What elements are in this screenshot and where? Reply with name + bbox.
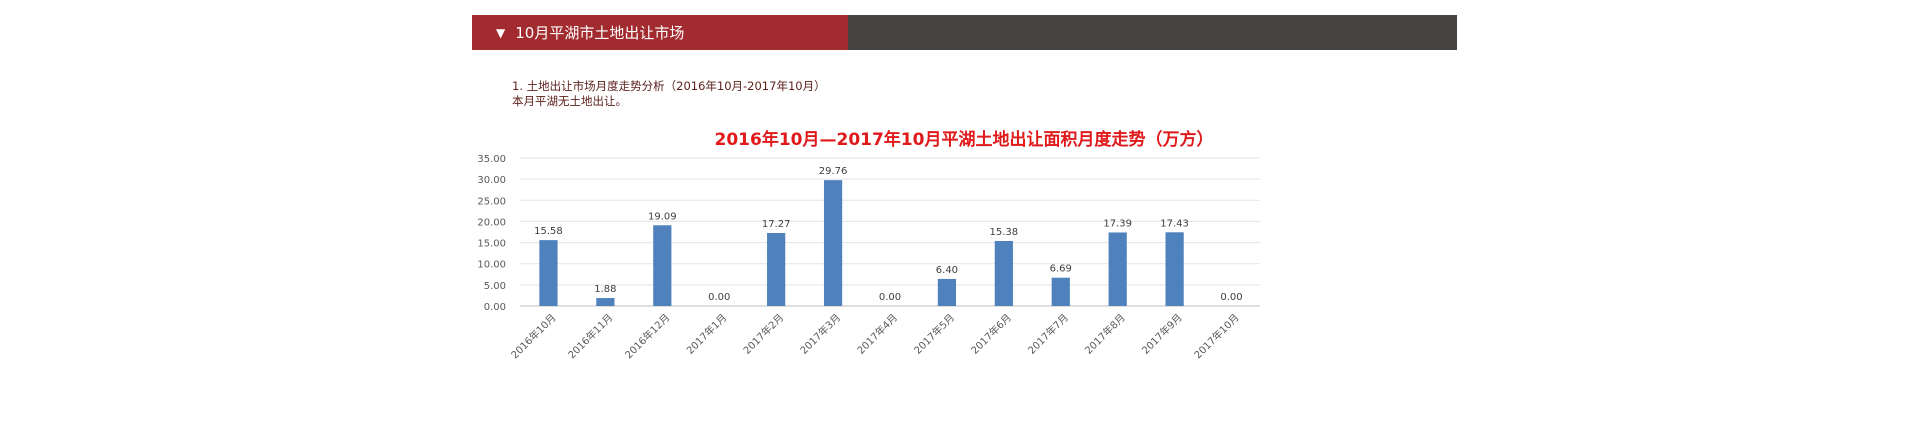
chart-gridlines — [520, 157, 1260, 307]
data-label: 17.39 — [1103, 218, 1132, 229]
section-title: 10月平湖市土地出让市场 — [515, 24, 685, 42]
data-label: 15.38 — [990, 227, 1019, 238]
x-tick-label: 2017年1月 — [684, 311, 730, 357]
y-tick-label: 30.00 — [477, 175, 506, 186]
data-label: 15.58 — [534, 226, 563, 237]
x-tick-label: 2017年10月 — [1191, 311, 1241, 361]
page-container: ▼ 10月平湖市土地出让市场 1. 土地出让市场月度走势分析（2016年10月-… — [472, 15, 1457, 443]
triangle-down-icon: ▼ — [496, 25, 506, 40]
bar — [1165, 232, 1184, 306]
bar — [994, 240, 1013, 306]
bar — [653, 225, 672, 306]
section-header: ▼ 10月平湖市土地出让市场 — [472, 15, 1457, 50]
bar — [539, 240, 558, 306]
x-tick-label: 2017年2月 — [740, 311, 786, 357]
data-label: 1.88 — [594, 284, 616, 295]
x-tick-label: 2016年11月 — [565, 311, 615, 361]
bar-series — [539, 180, 1184, 306]
x-tick-label: 2017年7月 — [1025, 311, 1071, 357]
intro-line-1: 1. 土地出让市场月度走势分析（2016年10月-2017年10月） — [512, 79, 826, 93]
x-tick-label: 2017年9月 — [1139, 311, 1185, 357]
data-label: 0.00 — [708, 292, 730, 303]
y-tick-label: 5.00 — [484, 281, 506, 292]
bar-chart: 2016年10月—2017年10月平湖土地出让面积月度走势（万方） 0.00 5.… — [477, 129, 1260, 361]
y-axis-ticks: 0.00 5.00 10.00 15.00 20.00 25.00 30.00 35.00 — [477, 154, 506, 313]
x-tick-label: 2017年3月 — [797, 311, 843, 357]
bar — [596, 298, 615, 306]
y-tick-label: 10.00 — [477, 260, 506, 271]
y-tick-label: 25.00 — [477, 196, 506, 207]
y-tick-label: 35.00 — [477, 154, 506, 165]
y-tick-label: 15.00 — [477, 239, 506, 250]
data-label: 0.00 — [1220, 292, 1242, 303]
intro-text: 1. 土地出让市场月度走势分析（2016年10月-2017年10月） 本月平湖无… — [512, 79, 826, 109]
bar — [823, 180, 843, 306]
x-tick-label: 2017年5月 — [911, 311, 957, 357]
y-tick-label: 0.00 — [484, 302, 506, 313]
bar — [1051, 277, 1070, 306]
data-label: 19.09 — [648, 211, 677, 222]
data-label: 29.76 — [819, 166, 848, 177]
chart-title: 2016年10月—2017年10月平湖土地出让面积月度走势（万方） — [715, 129, 1214, 150]
x-axis-ticks: 2016年10月 2016年11月 2016年12月 2017年1月 2017年2月 20… — [508, 311, 1241, 361]
x-tick-label: 2017年6月 — [968, 311, 1014, 357]
x-tick-label: 2016年12月 — [622, 311, 672, 361]
bar — [1108, 232, 1127, 306]
data-label: 6.69 — [1050, 264, 1072, 275]
bar — [937, 278, 957, 306]
y-tick-label: 20.00 — [477, 217, 506, 228]
section-header-label: ▼ 10月平湖市土地出让市场 — [472, 15, 848, 50]
data-label: 17.27 — [762, 219, 791, 230]
intro-line-2: 本月平湖无土地出让。 — [512, 94, 627, 108]
x-tick-label: 2017年8月 — [1082, 311, 1128, 357]
data-label: 17.43 — [1160, 218, 1189, 229]
data-label: 6.40 — [936, 265, 958, 276]
data-labels: 15.58 1.88 19.09 0.00 17.27 29.76 0.00 6.40 15.3… — [534, 166, 1243, 303]
chart-container: 2016年10月—2017年10月平湖土地出让面积月度走势（万方） 0.00 5.… — [472, 119, 1457, 443]
data-label: 0.00 — [879, 292, 901, 303]
x-tick-label: 2017年4月 — [854, 311, 900, 357]
x-tick-label: 2016年10月 — [508, 311, 558, 361]
bar — [767, 232, 786, 306]
